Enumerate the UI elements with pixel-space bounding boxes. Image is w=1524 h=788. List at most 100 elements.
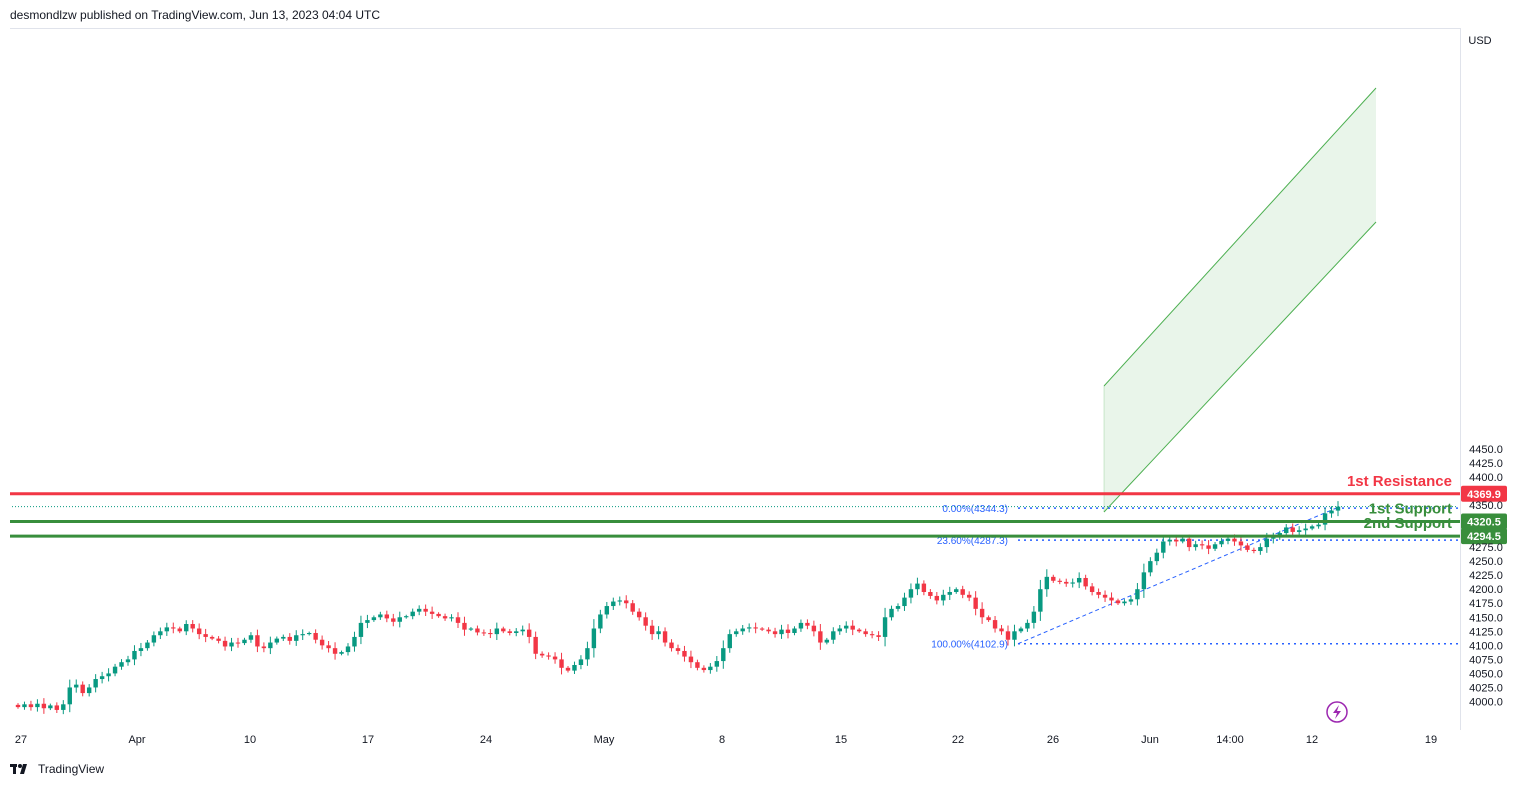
- candle-body[interactable]: [701, 667, 707, 671]
- candle-body[interactable]: [416, 608, 422, 612]
- candle-body[interactable]: [61, 704, 66, 710]
- candle-body[interactable]: [1109, 597, 1114, 601]
- channel-upper-line[interactable]: [1103, 87, 1377, 387]
- candle-body[interactable]: [319, 639, 325, 646]
- candle-body[interactable]: [1264, 538, 1270, 548]
- candle-body[interactable]: [1232, 538, 1237, 542]
- candle-body[interactable]: [921, 583, 927, 593]
- candle-body[interactable]: [177, 628, 182, 632]
- candle-body[interactable]: [151, 635, 157, 643]
- candle-body[interactable]: [656, 631, 661, 635]
- candle-body[interactable]: [979, 608, 985, 618]
- candle-body[interactable]: [190, 624, 195, 629]
- candle-body[interactable]: [106, 673, 111, 677]
- candle-body[interactable]: [565, 667, 571, 671]
- candle-body[interactable]: [578, 659, 584, 666]
- candle-body[interactable]: [895, 606, 901, 609]
- candle-body[interactable]: [235, 642, 241, 644]
- candle-body[interactable]: [423, 608, 428, 612]
- candle-body[interactable]: [604, 606, 610, 615]
- candle-body[interactable]: [863, 631, 868, 635]
- candle-body[interactable]: [714, 661, 720, 667]
- channel-lower-line[interactable]: [1103, 221, 1377, 513]
- candle-body[interactable]: [675, 648, 681, 651]
- candle-body[interactable]: [960, 589, 965, 595]
- candle-body[interactable]: [908, 589, 914, 598]
- candle-body[interactable]: [203, 634, 208, 637]
- candle-body[interactable]: [171, 627, 176, 629]
- candle-body[interactable]: [1102, 594, 1108, 598]
- candle-body[interactable]: [442, 616, 448, 619]
- candle-body[interactable]: [772, 631, 778, 635]
- candle-body[interactable]: [196, 628, 202, 635]
- candle-body[interactable]: [1329, 510, 1334, 514]
- candle-body[interactable]: [831, 631, 836, 640]
- candle-body[interactable]: [138, 648, 144, 651]
- candle-body[interactable]: [397, 617, 402, 622]
- candle-body[interactable]: [818, 631, 823, 643]
- candle-body[interactable]: [1225, 538, 1231, 541]
- candle-body[interactable]: [449, 617, 454, 619]
- candle-body[interactable]: [636, 611, 642, 618]
- candle-body[interactable]: [1135, 589, 1140, 600]
- candle-body[interactable]: [546, 655, 551, 657]
- candle-body[interactable]: [727, 634, 732, 649]
- candle-body[interactable]: [119, 662, 124, 667]
- candle-body[interactable]: [992, 620, 998, 629]
- candle-body[interactable]: [617, 600, 622, 602]
- candle-body[interactable]: [1141, 572, 1147, 590]
- candle-body[interactable]: [54, 705, 60, 710]
- candle-body[interactable]: [1012, 631, 1017, 640]
- candle-body[interactable]: [1044, 576, 1050, 590]
- candle-body[interactable]: [708, 666, 713, 671]
- candle-body[interactable]: [404, 616, 409, 618]
- candle-body[interactable]: [326, 645, 331, 649]
- candle-body[interactable]: [332, 648, 338, 654]
- tradingview-brand[interactable]: TradingView: [38, 762, 105, 776]
- candle-body[interactable]: [792, 628, 797, 633]
- candle-body[interactable]: [1290, 527, 1295, 532]
- candle-body[interactable]: [662, 631, 668, 643]
- candle-body[interactable]: [48, 705, 53, 709]
- candle-body[interactable]: [1025, 622, 1030, 629]
- candle-body[interactable]: [1174, 539, 1179, 542]
- candle-body[interactable]: [1180, 538, 1185, 542]
- candle-body[interactable]: [1051, 576, 1056, 581]
- candle-body[interactable]: [526, 629, 532, 637]
- candle-body[interactable]: [80, 684, 85, 694]
- candle-body[interactable]: [125, 659, 131, 663]
- candle-body[interactable]: [436, 613, 441, 617]
- candle-body[interactable]: [1161, 541, 1166, 553]
- candle-body[interactable]: [287, 636, 292, 641]
- candle-body[interactable]: [766, 629, 771, 632]
- candle-body[interactable]: [934, 595, 940, 601]
- candle-body[interactable]: [1309, 526, 1315, 529]
- candle-body[interactable]: [371, 617, 377, 621]
- candle-body[interactable]: [132, 650, 137, 660]
- candle-body[interactable]: [268, 642, 273, 649]
- candle-body[interactable]: [902, 597, 907, 607]
- candle-body[interactable]: [759, 628, 765, 630]
- candle-body[interactable]: [598, 614, 603, 629]
- candle-body[interactable]: [928, 592, 933, 596]
- fib-trend-line[interactable]: [1017, 507, 1337, 645]
- candle-body[interactable]: [669, 642, 674, 649]
- candle-body[interactable]: [1186, 538, 1192, 548]
- candle-body[interactable]: [1284, 527, 1289, 534]
- candle-body[interactable]: [591, 628, 597, 649]
- candle-body[interactable]: [1083, 577, 1088, 587]
- candle-body[interactable]: [429, 611, 435, 614]
- candle-body[interactable]: [1122, 601, 1127, 604]
- candle-body[interactable]: [973, 597, 978, 609]
- candle-body[interactable]: [1167, 539, 1172, 542]
- candle-body[interactable]: [624, 600, 629, 604]
- candle-body[interactable]: [1212, 544, 1218, 549]
- candle-body[interactable]: [850, 625, 855, 630]
- candle-body[interactable]: [572, 665, 577, 671]
- candle-body[interactable]: [1296, 530, 1302, 532]
- candle-body[interactable]: [1070, 582, 1075, 584]
- candle-body[interactable]: [222, 640, 228, 647]
- candle-body[interactable]: [455, 617, 461, 623]
- candle-body[interactable]: [28, 704, 34, 708]
- candle-body[interactable]: [1206, 545, 1211, 549]
